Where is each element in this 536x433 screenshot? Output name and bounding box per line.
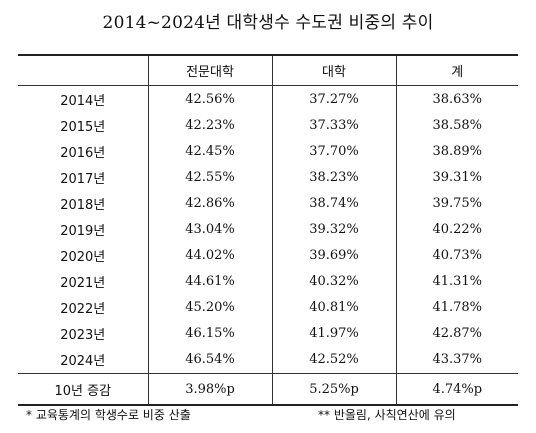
university-cell: 40.32%	[271, 268, 396, 294]
year-cell: 2023년	[60, 327, 106, 343]
table-row: 2016년 42.45% 37.70% 38.89%	[18, 138, 518, 164]
header-cell-total: 계	[395, 55, 518, 86]
college-cell: 42.55%	[147, 164, 272, 190]
table-row: 2017년 42.55% 38.23% 39.31%	[18, 164, 518, 190]
total-cell: 38.89%	[395, 138, 518, 164]
college-cell: 46.15%	[147, 320, 272, 346]
university-cell: 37.27%	[271, 85, 396, 112]
data-table: 전문대학 대학 계 2014년 42.56% 37.27% 38.63% 2015년 42…	[18, 54, 518, 406]
year-cell: 2021년	[60, 275, 106, 291]
total-cell: 42.87%	[395, 320, 518, 346]
year-cell: 2022년	[60, 301, 106, 317]
university-cell: 38.23%	[271, 164, 396, 190]
college-cell: 44.61%	[147, 268, 272, 294]
total-cell: 40.73%	[395, 242, 518, 268]
university-cell: 39.32%	[271, 216, 396, 242]
total-cell: 43.37%	[395, 346, 518, 374]
university-cell: 38.74%	[271, 190, 396, 216]
header-cell-blank	[18, 55, 148, 86]
summary-total: 4.74%p	[395, 373, 518, 405]
year-cell: 2016년	[60, 145, 106, 161]
header-cell-college: 전문대학	[147, 55, 272, 86]
table-title: 2014~2024년 대학생수 수도권 비중의 추이	[102, 13, 434, 33]
year-cell: 2018년	[60, 197, 106, 213]
university-cell: 42.52%	[271, 346, 396, 374]
header-cell-university: 대학	[271, 55, 396, 86]
table-row: 2015년 42.23% 37.33% 38.58%	[18, 112, 518, 138]
table-row: 2014년 42.56% 37.27% 38.63%	[18, 85, 518, 112]
total-cell: 41.78%	[395, 294, 518, 320]
total-cell: 38.58%	[395, 112, 518, 138]
header-row: 전문대학 대학 계	[18, 55, 518, 86]
table-row: 2018년 42.86% 38.74% 39.75%	[18, 190, 518, 216]
total-cell: 38.63%	[395, 85, 518, 112]
college-cell: 46.54%	[147, 346, 272, 374]
university-cell: 37.70%	[271, 138, 396, 164]
year-cell: 2020년	[60, 249, 106, 265]
summary-university: 5.25%p	[271, 373, 396, 405]
year-cell: 2015년	[60, 119, 106, 135]
college-cell: 44.02%	[147, 242, 272, 268]
year-cell: 2014년	[60, 93, 106, 109]
year-cell: 2024년	[60, 354, 106, 369]
college-cell: 45.20%	[147, 294, 272, 320]
table-row: 2022년 45.20% 40.81% 41.78%	[18, 294, 518, 320]
table-row: 2019년 43.04% 39.32% 40.22%	[18, 216, 518, 242]
college-cell: 42.86%	[147, 190, 272, 216]
university-cell: 40.81%	[271, 294, 396, 320]
table-row: 2023년 46.15% 41.97% 42.87%	[18, 320, 518, 346]
total-cell: 39.31%	[395, 164, 518, 190]
college-cell: 42.56%	[147, 85, 272, 112]
year-cell: 2019년	[60, 223, 106, 239]
total-cell: 41.31%	[395, 268, 518, 294]
university-cell: 37.33%	[271, 112, 396, 138]
table-row: 2020년 44.02% 39.69% 40.73%	[18, 242, 518, 268]
university-cell: 41.97%	[271, 320, 396, 346]
university-cell: 39.69%	[271, 242, 396, 268]
college-cell: 42.23%	[147, 112, 272, 138]
college-cell: 43.04%	[147, 216, 272, 242]
total-cell: 39.75%	[395, 190, 518, 216]
footnote-2: ** 반올림, 사칙연산에 유의	[318, 408, 456, 422]
table-body: 2014년 42.56% 37.27% 38.63% 2015년 42.23% 37.33%…	[18, 85, 518, 374]
table-row: 2024년 46.54% 42.52% 43.37%	[18, 346, 518, 374]
footnote-1: * 교육통계의 학생수로 비중 산출	[26, 408, 191, 422]
summary-college: 3.98%p	[147, 373, 272, 405]
year-cell: 2017년	[60, 171, 106, 187]
total-cell: 40.22%	[395, 216, 518, 242]
college-cell: 42.45%	[147, 138, 272, 164]
summary-row: 10년 증감 3.98%p 5.25%p 4.74%p	[18, 373, 518, 405]
summary-label: 10년 증감	[54, 383, 112, 399]
table-row: 2021년 44.61% 40.32% 41.31%	[18, 268, 518, 294]
